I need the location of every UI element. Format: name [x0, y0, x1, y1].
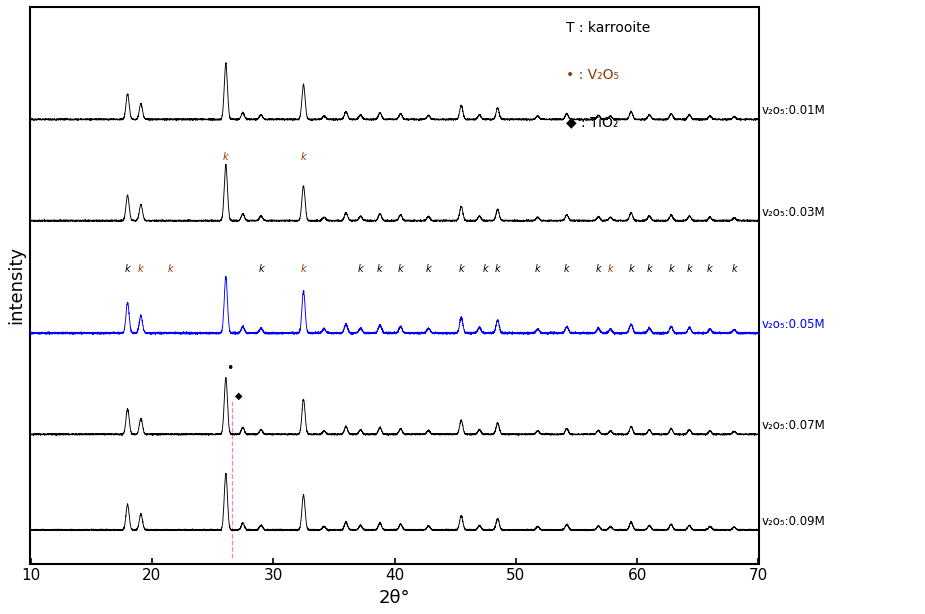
Text: k: k: [223, 152, 228, 161]
Text: k: k: [125, 264, 130, 274]
X-axis label: 2θ°: 2θ°: [378, 589, 411, 607]
Text: v₂o₅:0.09M: v₂o₅:0.09M: [762, 515, 826, 528]
Text: k: k: [258, 264, 264, 274]
Text: k: k: [138, 264, 143, 274]
Text: k: k: [483, 264, 488, 274]
Text: k: k: [377, 264, 383, 274]
Text: ◆: ◆: [236, 391, 243, 400]
Text: •: •: [226, 362, 233, 375]
Text: ◆ : TiO₂: ◆ : TiO₂: [565, 115, 618, 130]
Text: k: k: [686, 264, 692, 274]
Text: k: k: [596, 264, 601, 274]
Text: k: k: [628, 264, 634, 274]
Text: k: k: [426, 264, 431, 274]
Text: k: k: [647, 264, 652, 274]
Text: k: k: [608, 264, 613, 274]
Text: k: k: [459, 264, 464, 274]
Y-axis label: intensity: intensity: [7, 246, 25, 324]
Text: v₂o₅:0.05M: v₂o₅:0.05M: [762, 318, 826, 331]
Text: k: k: [732, 264, 737, 274]
Text: T : karrooite: T : karrooite: [565, 21, 650, 35]
Text: k: k: [669, 264, 674, 274]
Text: k: k: [398, 264, 403, 274]
Text: k: k: [564, 264, 570, 274]
Text: k: k: [495, 264, 500, 274]
Text: k: k: [358, 264, 364, 274]
Text: k: k: [707, 264, 713, 274]
Text: k: k: [301, 264, 306, 274]
Text: k: k: [535, 264, 540, 274]
Text: v₂o₅:0.03M: v₂o₅:0.03M: [762, 206, 826, 219]
Text: • : V₂O₅: • : V₂O₅: [565, 68, 619, 82]
Text: k: k: [301, 152, 306, 161]
Text: v₂o₅:0.07M: v₂o₅:0.07M: [762, 419, 826, 432]
Text: v₂o₅:0.01M: v₂o₅:0.01M: [762, 104, 826, 117]
Text: k: k: [167, 264, 173, 274]
